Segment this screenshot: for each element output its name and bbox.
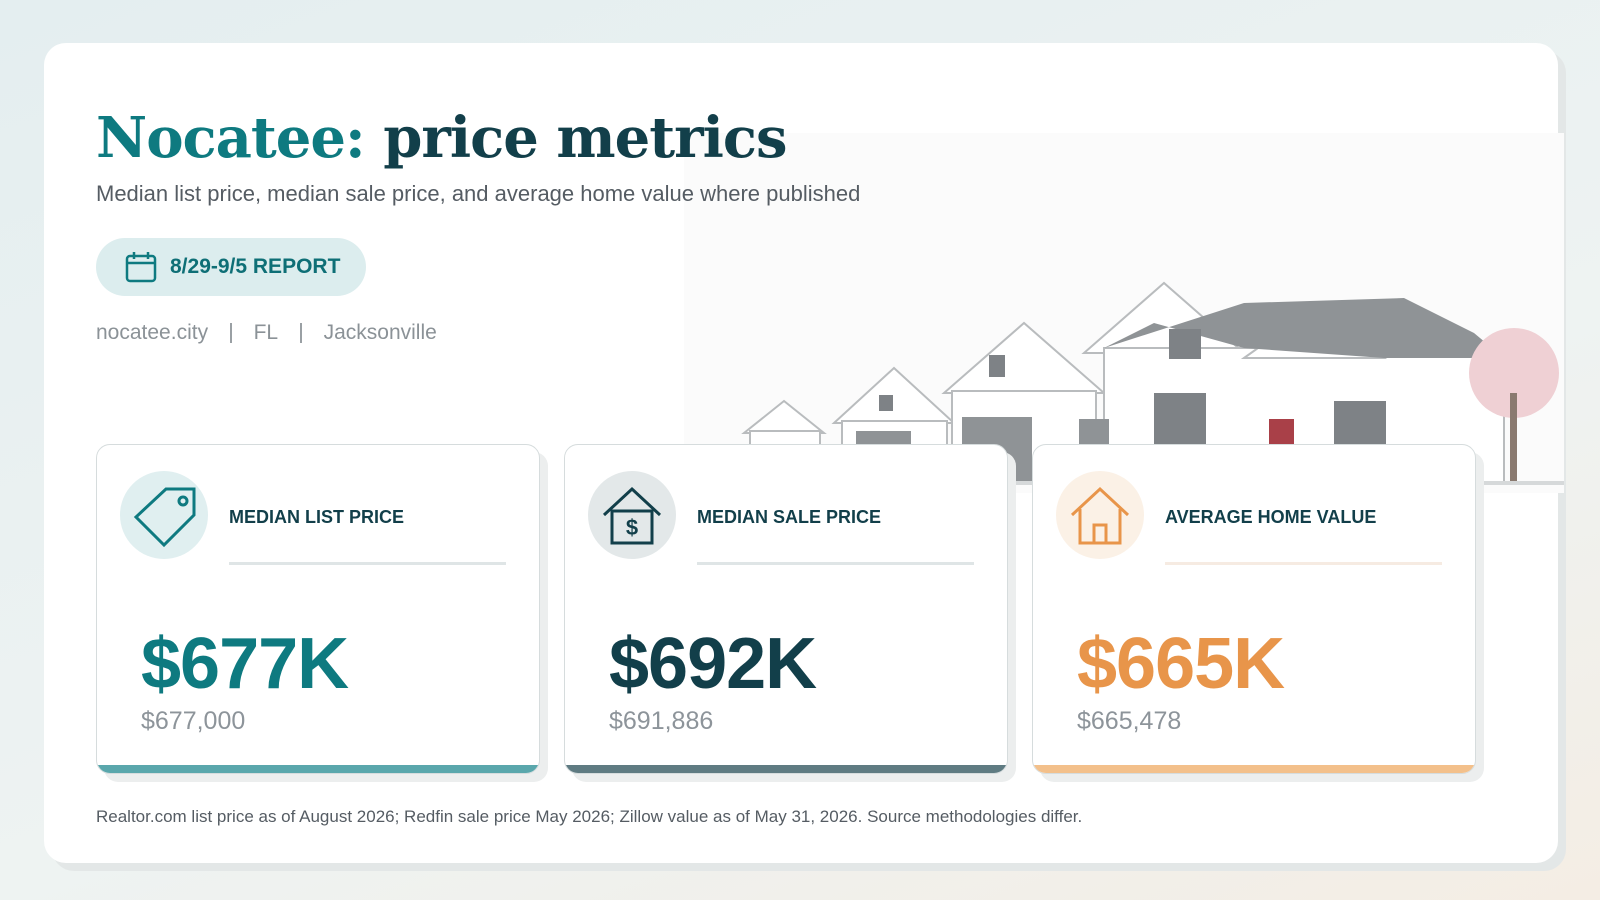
meta-item: nocatee.city	[96, 321, 209, 344]
card-label: AVERAGE HOME VALUE	[1165, 507, 1377, 527]
title-rest: price metrics	[383, 105, 787, 171]
card-icon	[1056, 471, 1144, 559]
card-icon	[120, 471, 208, 559]
divider	[697, 562, 974, 565]
svg-text:$: $	[626, 515, 638, 540]
icon: $	[602, 486, 662, 545]
title: Nocatee: price metrics	[96, 105, 788, 171]
separator	[230, 323, 232, 343]
accent-bar	[1033, 765, 1475, 773]
footnote: Realtor.com list price as of August 2026…	[96, 807, 1083, 826]
card-value: $677K	[141, 624, 349, 704]
card-label: MEDIAN SALE PRICE	[697, 507, 882, 527]
badge-text: 8/29-9/5 REPORT	[170, 255, 341, 278]
metric-card: $ MEDIAN SALE PRICE $692K $691,886	[564, 444, 1008, 774]
house-illustration	[684, 133, 1564, 493]
separator	[300, 323, 302, 343]
card-exact: $665,478	[1077, 707, 1182, 735]
meta-item: Jacksonville	[323, 321, 437, 344]
divider	[229, 562, 506, 565]
divider	[1165, 562, 1442, 565]
icon	[1070, 486, 1130, 545]
metric-card: MEDIAN LIST PRICE $677K $677,000	[96, 444, 540, 774]
calendar-icon	[125, 252, 157, 283]
panel: Nocatee: price metrics Median list price…	[44, 43, 1564, 863]
card-exact: $691,886	[609, 707, 714, 735]
card-value: $692K	[609, 624, 817, 704]
accent-bar	[97, 765, 539, 773]
meta: nocatee.city FL Jacksonville	[96, 321, 437, 345]
subtitle: Median list price, median sale price, an…	[96, 181, 861, 206]
card-icon: $	[588, 471, 676, 559]
accent-bar	[565, 765, 1007, 773]
meta-item: FL	[253, 321, 279, 344]
metric-card: AVERAGE HOME VALUE $665K $665,478	[1032, 444, 1476, 774]
report-badge: 8/29-9/5 REPORT	[96, 238, 366, 296]
card-label: MEDIAN LIST PRICE	[229, 507, 405, 527]
card-value: $665K	[1077, 624, 1285, 704]
card-exact: $677,000	[141, 707, 246, 735]
title-place: Nocatee:	[96, 105, 366, 171]
icon	[133, 487, 196, 548]
